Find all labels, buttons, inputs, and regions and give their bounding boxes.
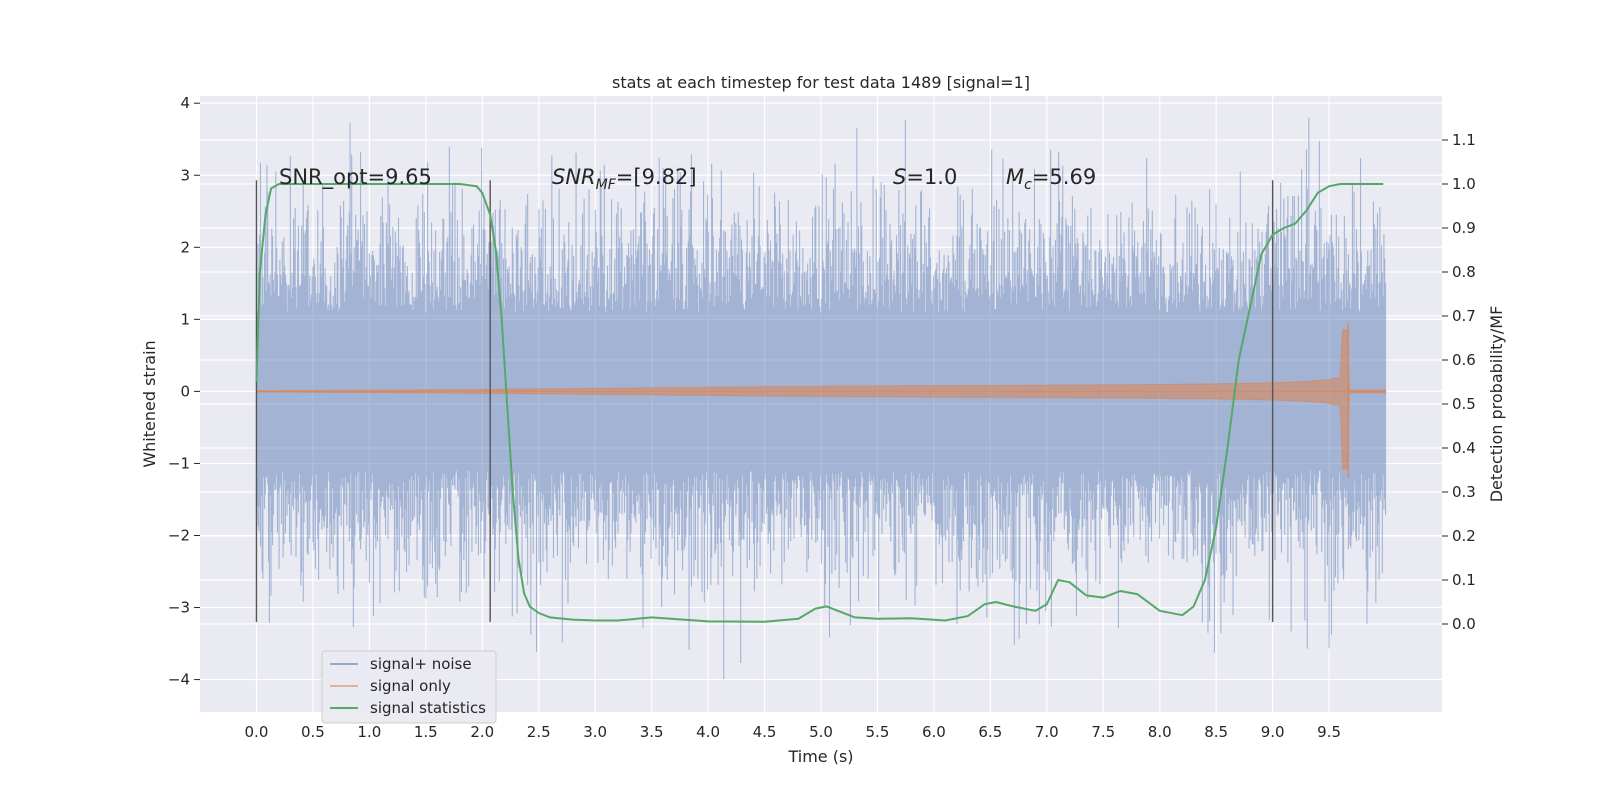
legend-box (321, 650, 497, 724)
x-tick-label: 0.5 (301, 723, 325, 741)
y-tick-label: −4 (168, 671, 190, 689)
right-y-tick-label: 0.8 (1452, 263, 1476, 281)
mc-base: M (1006, 165, 1024, 189)
legend-label-signal-noise: signal+ noise (370, 655, 472, 673)
chart-title: stats at each timestep for test data 148… (612, 73, 1030, 92)
x-tick-label: 1.0 (357, 723, 381, 741)
x-axis-label: Time (s) (787, 747, 853, 766)
x-tick-label: 7.5 (1091, 723, 1115, 741)
right-y-tick-label: 0.6 (1452, 351, 1476, 369)
right-y-tick-label: 0.4 (1452, 439, 1476, 457)
right-y-tick-label: 0.2 (1452, 527, 1476, 545)
x-tick-labels: 0.0 0.5 1.0 1.5 2.0 2.5 3.0 3.5 4.0 4.5 5.0 5.5 6.0 6… (245, 723, 1341, 741)
right-y-tick-label: 1.1 (1452, 131, 1476, 149)
right-y-tick-label: 0.7 (1452, 307, 1476, 325)
legend-label-signal-only: signal only (370, 677, 451, 695)
x-tick-label: 0.0 (245, 723, 269, 741)
x-tick-label: 8.5 (1204, 723, 1228, 741)
signal-statistics-series (255, 183, 1384, 623)
y-tick-labels: 4 3 2 1 0 −1 −2 −3 −4 (168, 94, 200, 689)
x-tick-label: 4.0 (696, 723, 720, 741)
y-tick-label: 0 (180, 382, 190, 400)
vertical-markers (255, 180, 1274, 622)
signal-statistics-line (255, 183, 1384, 623)
x-tick-label: 3.5 (640, 723, 664, 741)
x-tick-label: 2.0 (470, 723, 494, 741)
right-y-tick-label: 0.0 (1452, 615, 1476, 633)
y-tick-label: −3 (168, 599, 190, 617)
y-tick-label: 3 (180, 166, 190, 184)
snr-mf-sub: MF (596, 177, 617, 193)
s-value: =1.0 (906, 165, 957, 189)
annotation-s: S=1.0 (893, 165, 957, 189)
right-y-tick-label: 0.1 (1452, 571, 1476, 589)
annotation-snr-mf: SNRMF=[9.82] (552, 165, 697, 193)
y-tick-label: 1 (180, 310, 190, 328)
x-tick-label: 5.0 (809, 723, 833, 741)
right-y-tick-label: 0.9 (1452, 219, 1476, 237)
signal-only-envelope (255, 329, 1387, 470)
annotation-mc: Mc=5.69 (1006, 165, 1096, 193)
x-tick-label: 2.5 (527, 723, 551, 741)
s-base: S (893, 165, 906, 189)
right-y-gridlines (200, 139, 1442, 625)
y-tick-label: 2 (180, 238, 190, 256)
y-tick-label: −2 (168, 526, 190, 544)
snr-mf-base: SNR (552, 165, 596, 189)
x-tick-label: 5.5 (866, 723, 890, 741)
x-tick-label: 9.0 (1261, 723, 1285, 741)
x-tick-label: 3.0 (583, 723, 607, 741)
legend: signal+ noise signal only signal statist… (321, 650, 497, 724)
x-tick-label: 6.5 (978, 723, 1002, 741)
mc-value: =5.69 (1032, 165, 1096, 189)
mc-sub: c (1024, 177, 1032, 193)
x-tick-label: 1.5 (414, 723, 438, 741)
y-axis-label: Whitened strain (140, 340, 159, 467)
right-y-tick-label: 1.0 (1452, 175, 1476, 193)
x-tick-label: 9.5 (1317, 723, 1341, 741)
right-y-tick-label: 0.3 (1452, 483, 1476, 501)
x-tick-label: 7.0 (1035, 723, 1059, 741)
legend-label-signal-statistics: signal statistics (370, 699, 486, 717)
annotation-snr-opt: SNR_opt=9.65 (279, 165, 432, 190)
x-tick-label: 6.0 (922, 723, 946, 741)
right-y-axis-label: Detection probability/MF (1487, 306, 1506, 503)
right-y-tick-label: 0.5 (1452, 395, 1476, 413)
x-tick-label: 8.0 (1148, 723, 1172, 741)
snr-mf-value: =[9.82] (616, 165, 697, 189)
right-y-tick-labels: 1.1 1.0 0.9 0.8 0.7 0.6 0.5 0.4 0.3 0.2 0.1 0.0 (1442, 131, 1476, 633)
y-tick-label: −1 (168, 454, 190, 472)
signal-only-series (255, 322, 1387, 478)
y-tick-label: 4 (180, 94, 190, 112)
x-tick-label: 4.5 (753, 723, 777, 741)
